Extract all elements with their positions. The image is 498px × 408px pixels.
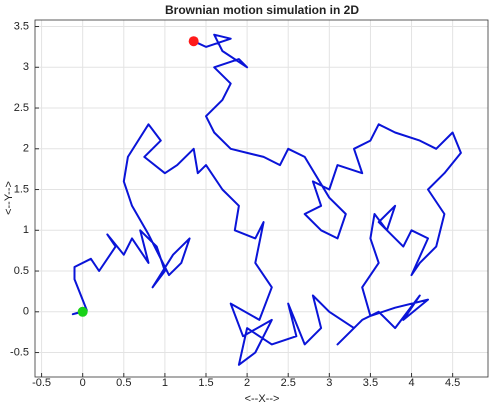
x-tick-label: -0.5 [32, 377, 51, 389]
x-tick-label: 3.5 [363, 377, 378, 389]
y-tick-label: 0 [23, 306, 29, 318]
y-tick-label: -0.5 [10, 346, 29, 358]
x-tick-label: 1 [162, 377, 168, 389]
x-tick-label: 0.5 [116, 377, 131, 389]
y-tick-label: 3 [23, 61, 29, 73]
x-axis-label: <--X--> [245, 393, 280, 405]
y-tick-label: 2.5 [14, 102, 29, 114]
walk-line [71, 33, 462, 366]
y-tick-label: 0.5 [14, 265, 29, 277]
y-axis-label: <--Y--> [3, 181, 15, 215]
x-tick-label: 2.5 [281, 377, 296, 389]
x-tick-label: 1.5 [198, 377, 213, 389]
x-tick-label: 2 [244, 377, 250, 389]
chart-title: Brownian motion simulation in 2D [165, 3, 359, 17]
y-tick-label: 1.5 [14, 183, 29, 195]
x-tick-label: 4 [408, 377, 414, 389]
x-tick-label: 3 [326, 377, 332, 389]
x-tick-label: 4.5 [445, 377, 460, 389]
y-tick-label: 3.5 [14, 20, 29, 32]
y-tick-label: 2 [23, 143, 29, 155]
point-marker [77, 306, 88, 317]
point-marker [188, 36, 199, 47]
x-tick-label: 0 [80, 377, 86, 389]
plot-frame [34, 19, 489, 378]
y-tick-label: 1 [23, 224, 29, 236]
